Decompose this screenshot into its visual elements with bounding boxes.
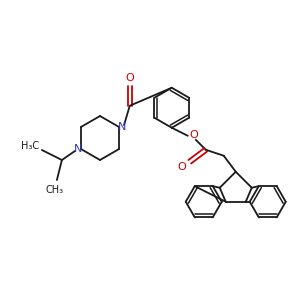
Text: O: O [177,162,186,172]
Text: N: N [118,122,126,132]
Text: O: O [125,73,134,83]
Text: O: O [189,130,198,140]
Text: H₃C: H₃C [21,141,39,151]
Text: CH₃: CH₃ [46,185,64,195]
Text: N: N [74,144,82,154]
